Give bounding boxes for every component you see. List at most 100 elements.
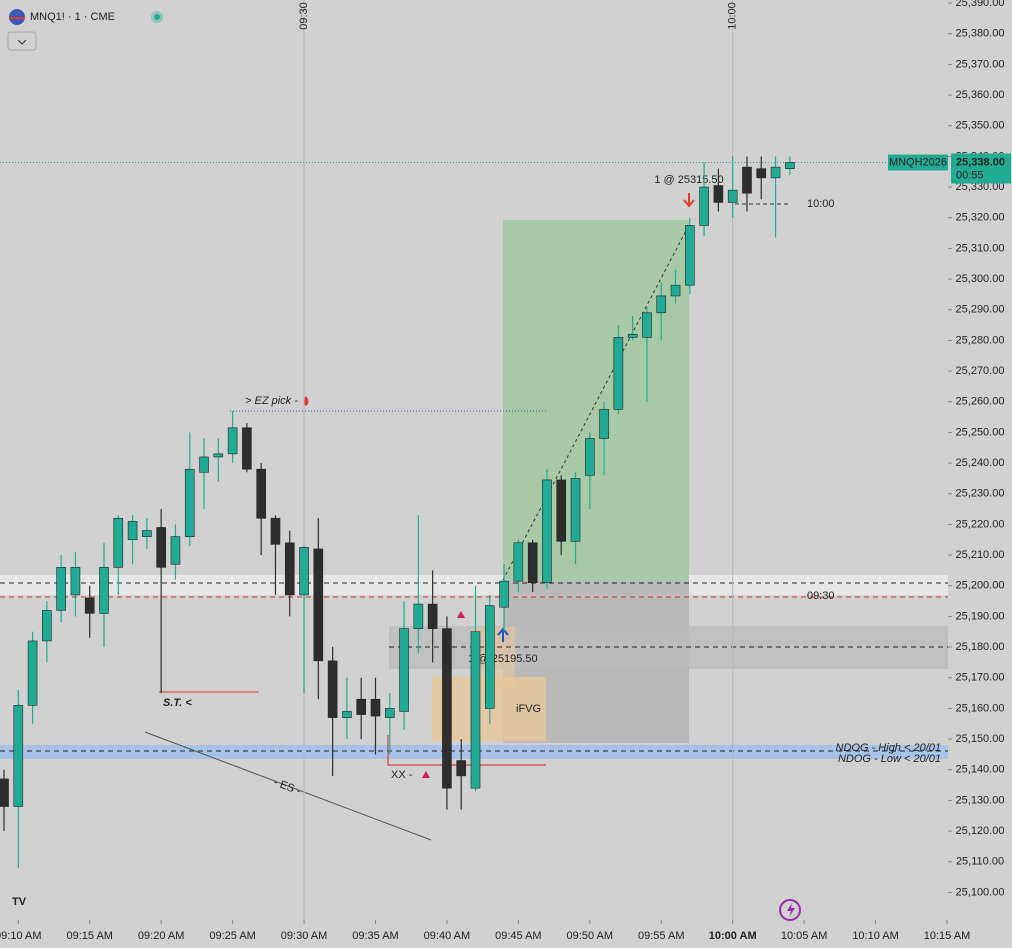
x-tick-label: 09:25 AM xyxy=(209,930,255,942)
annotation: 09:30 xyxy=(807,590,835,602)
symbol-label-bg xyxy=(888,154,948,171)
chart-title: MNQ1! · 1 · CME xyxy=(30,11,115,23)
x-tick-label: 10:15 AM xyxy=(924,930,970,942)
sell-arrow xyxy=(683,193,695,208)
candle-body xyxy=(456,760,467,777)
candle-body xyxy=(313,548,324,662)
candle-body xyxy=(670,284,681,297)
y-tick-label: 25,190.00 xyxy=(956,610,1005,622)
y-tick-label: 25,280.00 xyxy=(956,334,1005,346)
x-tick-label: 09:55 AM xyxy=(638,930,684,942)
fvg-zone xyxy=(475,627,515,687)
y-tick-label: 25,380.00 xyxy=(956,28,1005,40)
candle-body xyxy=(642,312,652,338)
candle-body xyxy=(142,530,152,537)
candle-body xyxy=(442,628,452,789)
candle-body xyxy=(556,479,567,542)
icon xyxy=(422,771,430,778)
x-tick-label: 10:10 AM xyxy=(852,930,898,942)
annotation: S.T. < xyxy=(163,697,192,709)
y-tick-label: 25,120.00 xyxy=(956,825,1005,837)
y-tick-label: 25,390.00 xyxy=(956,0,1005,9)
x-tick-label: 09:30 AM xyxy=(281,930,327,942)
candle-body xyxy=(342,711,352,718)
candle-body xyxy=(756,168,767,179)
candle-body xyxy=(27,640,38,706)
candle-body xyxy=(613,337,624,410)
x-tick-label: 10:05 AM xyxy=(781,930,827,942)
candle-body xyxy=(156,527,166,568)
y-tick-label: 25,170.00 xyxy=(956,672,1005,684)
x-tick-label: 09:45 AM xyxy=(495,930,541,942)
annotation: 1 @ 25315.50 xyxy=(654,174,723,186)
y-tick-label: 25,310.00 xyxy=(956,242,1005,254)
candle-body xyxy=(685,225,695,286)
candle-body xyxy=(570,478,581,542)
candle-body xyxy=(170,536,181,565)
y-tick-label: 25,300.00 xyxy=(956,273,1005,285)
candle-body xyxy=(0,778,9,807)
x-tick-label: 09:10 AM xyxy=(0,930,42,942)
candle-body xyxy=(127,521,138,541)
candle-body xyxy=(527,542,538,583)
candle-body xyxy=(399,628,409,712)
icon xyxy=(457,611,465,618)
candle-body xyxy=(84,597,95,614)
y-tick-label: 25,350.00 xyxy=(956,120,1005,132)
candle-body xyxy=(13,705,24,807)
candle-body xyxy=(770,166,781,179)
trend-line xyxy=(144,731,432,841)
dropdown-icon xyxy=(17,39,27,45)
candle-body xyxy=(242,427,252,470)
candle-body xyxy=(785,162,795,169)
y-tick-label: 25,160.00 xyxy=(956,702,1005,714)
candle-body xyxy=(184,468,195,537)
candle-body xyxy=(656,295,667,314)
candle-body xyxy=(542,479,552,583)
footer-icons: TV xyxy=(12,896,801,921)
y-tick-label: 25,130.00 xyxy=(956,794,1005,806)
candle-body xyxy=(70,567,81,596)
candle-body xyxy=(199,456,209,473)
level-band xyxy=(0,575,948,595)
icon xyxy=(787,903,795,917)
candle-body xyxy=(213,453,224,458)
candle-body xyxy=(713,185,724,203)
session-label: 09:30 xyxy=(298,2,310,30)
price-label-bg xyxy=(951,153,1011,184)
candle-body xyxy=(270,517,281,545)
candle-body xyxy=(356,698,366,715)
countdown-label: 00:55 xyxy=(956,169,984,181)
candle-body xyxy=(470,631,481,789)
y-tick-label: 25,270.00 xyxy=(956,365,1005,377)
xx-line xyxy=(387,735,546,766)
candle-body xyxy=(327,660,338,718)
x-tick-label: 10:00 AM xyxy=(709,930,757,942)
candle-body xyxy=(384,708,395,718)
candle-body xyxy=(256,468,266,519)
candle-body xyxy=(727,189,738,203)
y-tick-label: 25,360.00 xyxy=(956,89,1005,101)
annotation: NDOG - High < 20/01 xyxy=(836,742,941,754)
price-label: 25,338.00 xyxy=(956,156,1005,168)
y-tick-label: 25,370.00 xyxy=(956,58,1005,70)
candle-body xyxy=(227,427,238,455)
y-tick-label: 25,180.00 xyxy=(956,641,1005,653)
annotation: > EZ pick - xyxy=(245,395,298,407)
trade-line xyxy=(502,224,690,581)
y-tick-label: 25,290.00 xyxy=(956,304,1005,316)
x-tick-label: 09:35 AM xyxy=(352,930,398,942)
buy-arrow xyxy=(497,627,509,642)
candle-body xyxy=(599,409,609,439)
candle-body xyxy=(413,603,424,629)
dropdown[interactable] xyxy=(7,31,37,51)
icon xyxy=(303,396,309,406)
header: MNQ1! · 1 · CME xyxy=(7,9,163,51)
candle-body xyxy=(370,698,381,717)
candle-body xyxy=(284,542,295,596)
overlays: > EZ pick - S.T. < - ES - XX - iFVG 1 @ … xyxy=(0,174,948,841)
candle-body xyxy=(499,580,509,608)
candle-body xyxy=(585,438,595,476)
session-label: 10:00 xyxy=(727,2,739,30)
